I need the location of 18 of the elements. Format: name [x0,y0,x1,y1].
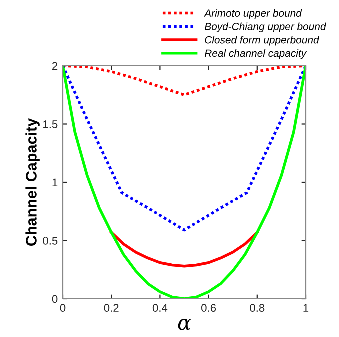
y-tick-label: 1 [52,178,58,187]
legend-label: Real channel capacity [204,49,308,60]
y-axis-title: Channel Capacity [26,118,40,246]
y-tick-label: 0.5 [43,237,58,245]
x-axis-title: α [178,318,192,330]
x-tick-label: 0 [60,304,66,312]
line-series [63,66,306,299]
x-tick-label: 0.4 [152,304,168,312]
x-tick-label: 1 [304,304,309,312]
x-tick-label: 0.6 [202,304,216,312]
legend-label: Closed form upperbound [205,36,320,46]
legend-label: Boyd-Chiang upper bound [204,22,327,32]
x-tick-label: 0.8 [250,304,265,312]
x-tick-label: 0.2 [104,304,119,312]
y-tick-label: 1.5 [44,120,58,128]
y-tick-label: 0 [52,295,58,304]
y-tick-label: 2 [52,62,58,70]
legend-label: Arimoto upper bound [204,9,302,20]
